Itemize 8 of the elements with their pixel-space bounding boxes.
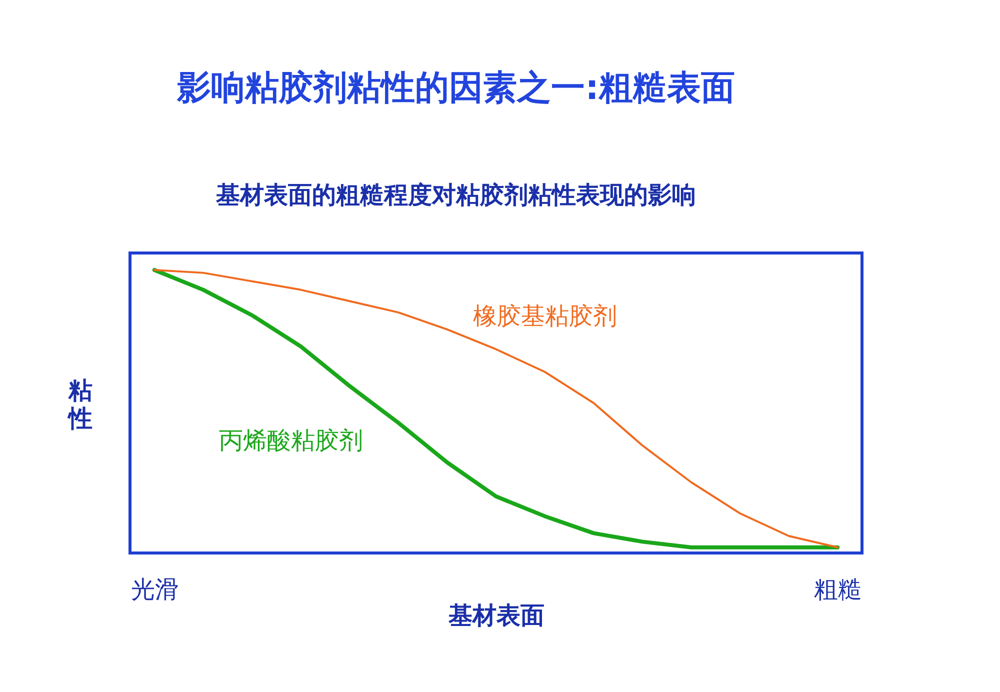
x-tick-label: 粗糙 (814, 576, 862, 604)
x-tick-label: 光滑 (130, 576, 179, 604)
chart-title: 影响粘胶剂粘性的因素之一:粗糙表面 (176, 68, 735, 108)
chart-subtitle: 基材表面的粗糙程度对粘胶剂粘性表现的影响 (215, 181, 696, 209)
x-axis-title: 基材表面 (448, 602, 544, 630)
series-label: 丙烯酸粘胶剂 (218, 426, 363, 454)
series-label: 橡胶基粘胶剂 (472, 302, 617, 330)
y-axis-title: 粘性 (66, 376, 92, 432)
